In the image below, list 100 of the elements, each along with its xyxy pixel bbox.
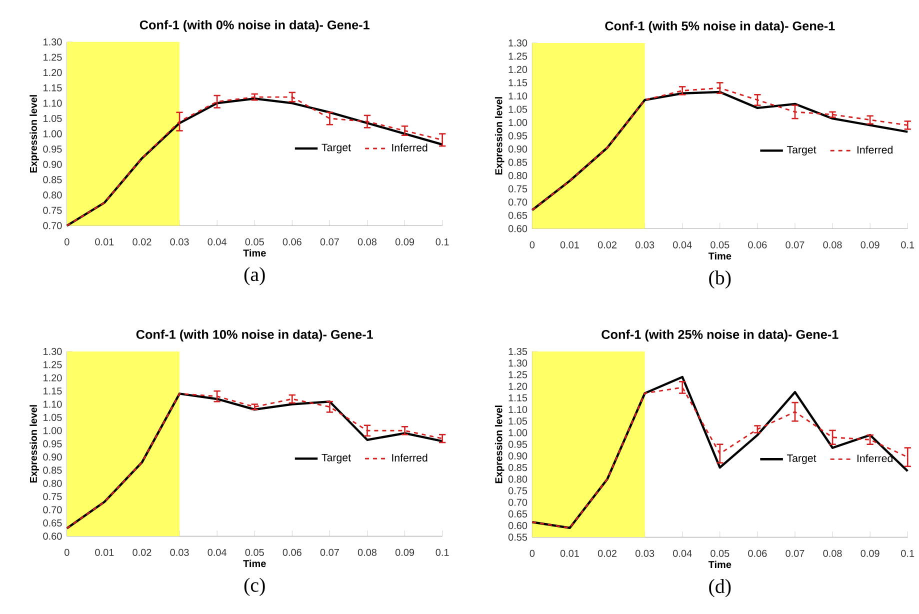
y-tick-label: 0.85 [43,466,62,474]
y-tick-label: 0.85 [508,158,528,166]
y-tick-label: 1.15 [508,394,528,402]
y-tick-label: 0.85 [43,176,62,184]
x-tick-label: 0.04 [208,238,226,246]
x-tick-label: 0 [530,241,535,248]
x-tick-label: 0.1 [901,241,914,248]
x-tick-label: 0.05 [710,550,730,557]
y-tick-label: 0.80 [43,191,62,199]
chart-title: Conf-1 (with 5% noise in data)- Gene-1 [605,21,835,33]
y-axis-title: Expression level [494,97,504,174]
y-tick-label: 0.95 [508,440,528,448]
y-tick-label: 1.00 [508,429,528,436]
y-tick-label: 0.65 [508,212,528,219]
y-tick-label: 1.15 [44,84,62,92]
y-tick-label: 0.70 [508,198,528,206]
y-tick-label: 0.90 [43,453,62,461]
y-tick-label: 0.90 [508,452,528,460]
x-axis-title: Time [243,560,266,568]
x-axis-title: Time [708,560,732,568]
x-tick-label: 0.01 [560,241,579,248]
y-tick-label: 0.55 [508,534,528,541]
x-tick-label: 0.03 [170,238,189,246]
y-tick-label: 1.10 [508,92,528,100]
y-tick-label: 0.75 [43,493,62,500]
y-tick-label: 1.10 [508,406,528,414]
x-tick-label: 0.1 [436,548,449,556]
x-tick-label: 0.08 [823,241,842,248]
x-tick-label: 0.06 [282,238,302,246]
x-tick-label: 0.1 [901,550,914,557]
y-tick-label: 0.75 [43,206,62,214]
y-tick-label: 0.65 [508,510,528,518]
y-tick-label: 1.25 [44,361,62,368]
x-tick-label: 0 [64,548,70,556]
y-tick-label: 0.80 [508,476,528,483]
y-tick-label: 1.15 [508,79,528,86]
x-tick-label: 0.01 [95,548,114,556]
x-tick-label: 0.05 [245,238,264,246]
y-tick-label: 1.15 [44,388,62,395]
x-tick-label: 0.04 [673,241,692,248]
y-tick-label: 1.10 [44,100,62,107]
x-tick-label: 0.01 [560,550,579,557]
x-tick-label: 0.05 [245,548,264,556]
x-axis-title: Time [243,249,266,257]
y-tick-label: 1.20 [44,374,62,382]
legend-label: Inferred [857,146,893,154]
chart-title: Conf-1 (with 25% noise in data)- Gene-1 [602,330,838,342]
x-tick-label: 0.02 [598,241,616,248]
y-tick-label: 1.05 [508,418,528,425]
x-tick-label: 0.09 [860,550,880,557]
x-tick-label: 0.07 [320,548,339,556]
y-tick-label: 1.00 [44,130,62,138]
y-tick-label: 0.70 [508,498,528,506]
y-tick-label: 0.90 [43,160,62,168]
y-tick-label: 0.60 [43,532,62,540]
y-axis-title: Expression level [494,406,504,484]
y-tick-label: 0.95 [508,132,528,140]
legend-label: Inferred [392,144,428,152]
x-tick-label: 0.02 [132,238,152,246]
x-tick-label: 0.04 [208,548,226,556]
y-tick-label: 1.25 [44,54,62,61]
x-tick-label: 0.03 [636,550,654,557]
x-tick-label: 0.09 [860,241,880,248]
y-tick-label: 0.75 [508,487,528,494]
chart-title: Conf-1 (with 0% noise in data)- Gene-1 [140,20,370,32]
y-tick-label: 1.05 [44,114,62,122]
y-tick-label: 0.95 [43,146,62,153]
y-tick-label: 1.30 [508,39,528,46]
y-tick-label: 1.05 [44,414,62,421]
x-tick-label: 0.06 [282,548,302,556]
x-tick-label: 0.03 [636,241,654,248]
x-tick-label: 0.07 [786,241,804,248]
x-tick-label: 0.02 [598,550,616,557]
y-tick-label: 1.30 [44,38,62,46]
x-tick-label: 0.08 [358,238,377,246]
legend-label: Inferred [857,454,893,462]
text: (a) [244,267,265,286]
y-axis-title: Expression level [30,95,39,172]
x-tick-label: 0 [64,238,70,246]
y-tick-label: 1.00 [44,427,62,434]
text: (b) [709,270,731,289]
x-tick-label: 0.08 [358,548,377,556]
y-tick-label: 0.85 [508,464,528,472]
y-tick-label: 0.65 [43,519,62,526]
legend-label: Target [322,144,351,154]
y-tick-label: 0.70 [43,222,62,230]
x-tick-label: 0.05 [710,241,730,248]
legend-label: Target [786,146,816,156]
x-tick-label: 0.02 [132,548,152,556]
x-tick-label: 0.06 [748,550,767,557]
y-tick-label: 0.95 [43,440,62,448]
y-tick-label: 1.30 [44,348,62,355]
y-tick-label: 1.35 [508,348,528,355]
x-tick-label: 0.04 [673,550,692,557]
y-tick-label: 1.10 [44,400,62,408]
y-tick-label: 1.25 [508,52,528,60]
x-tick-label: 0.08 [823,550,842,557]
y-tick-label: 0.75 [508,185,528,192]
x-tick-label: 0.06 [748,241,767,248]
y-tick-label: 1.05 [508,106,528,113]
